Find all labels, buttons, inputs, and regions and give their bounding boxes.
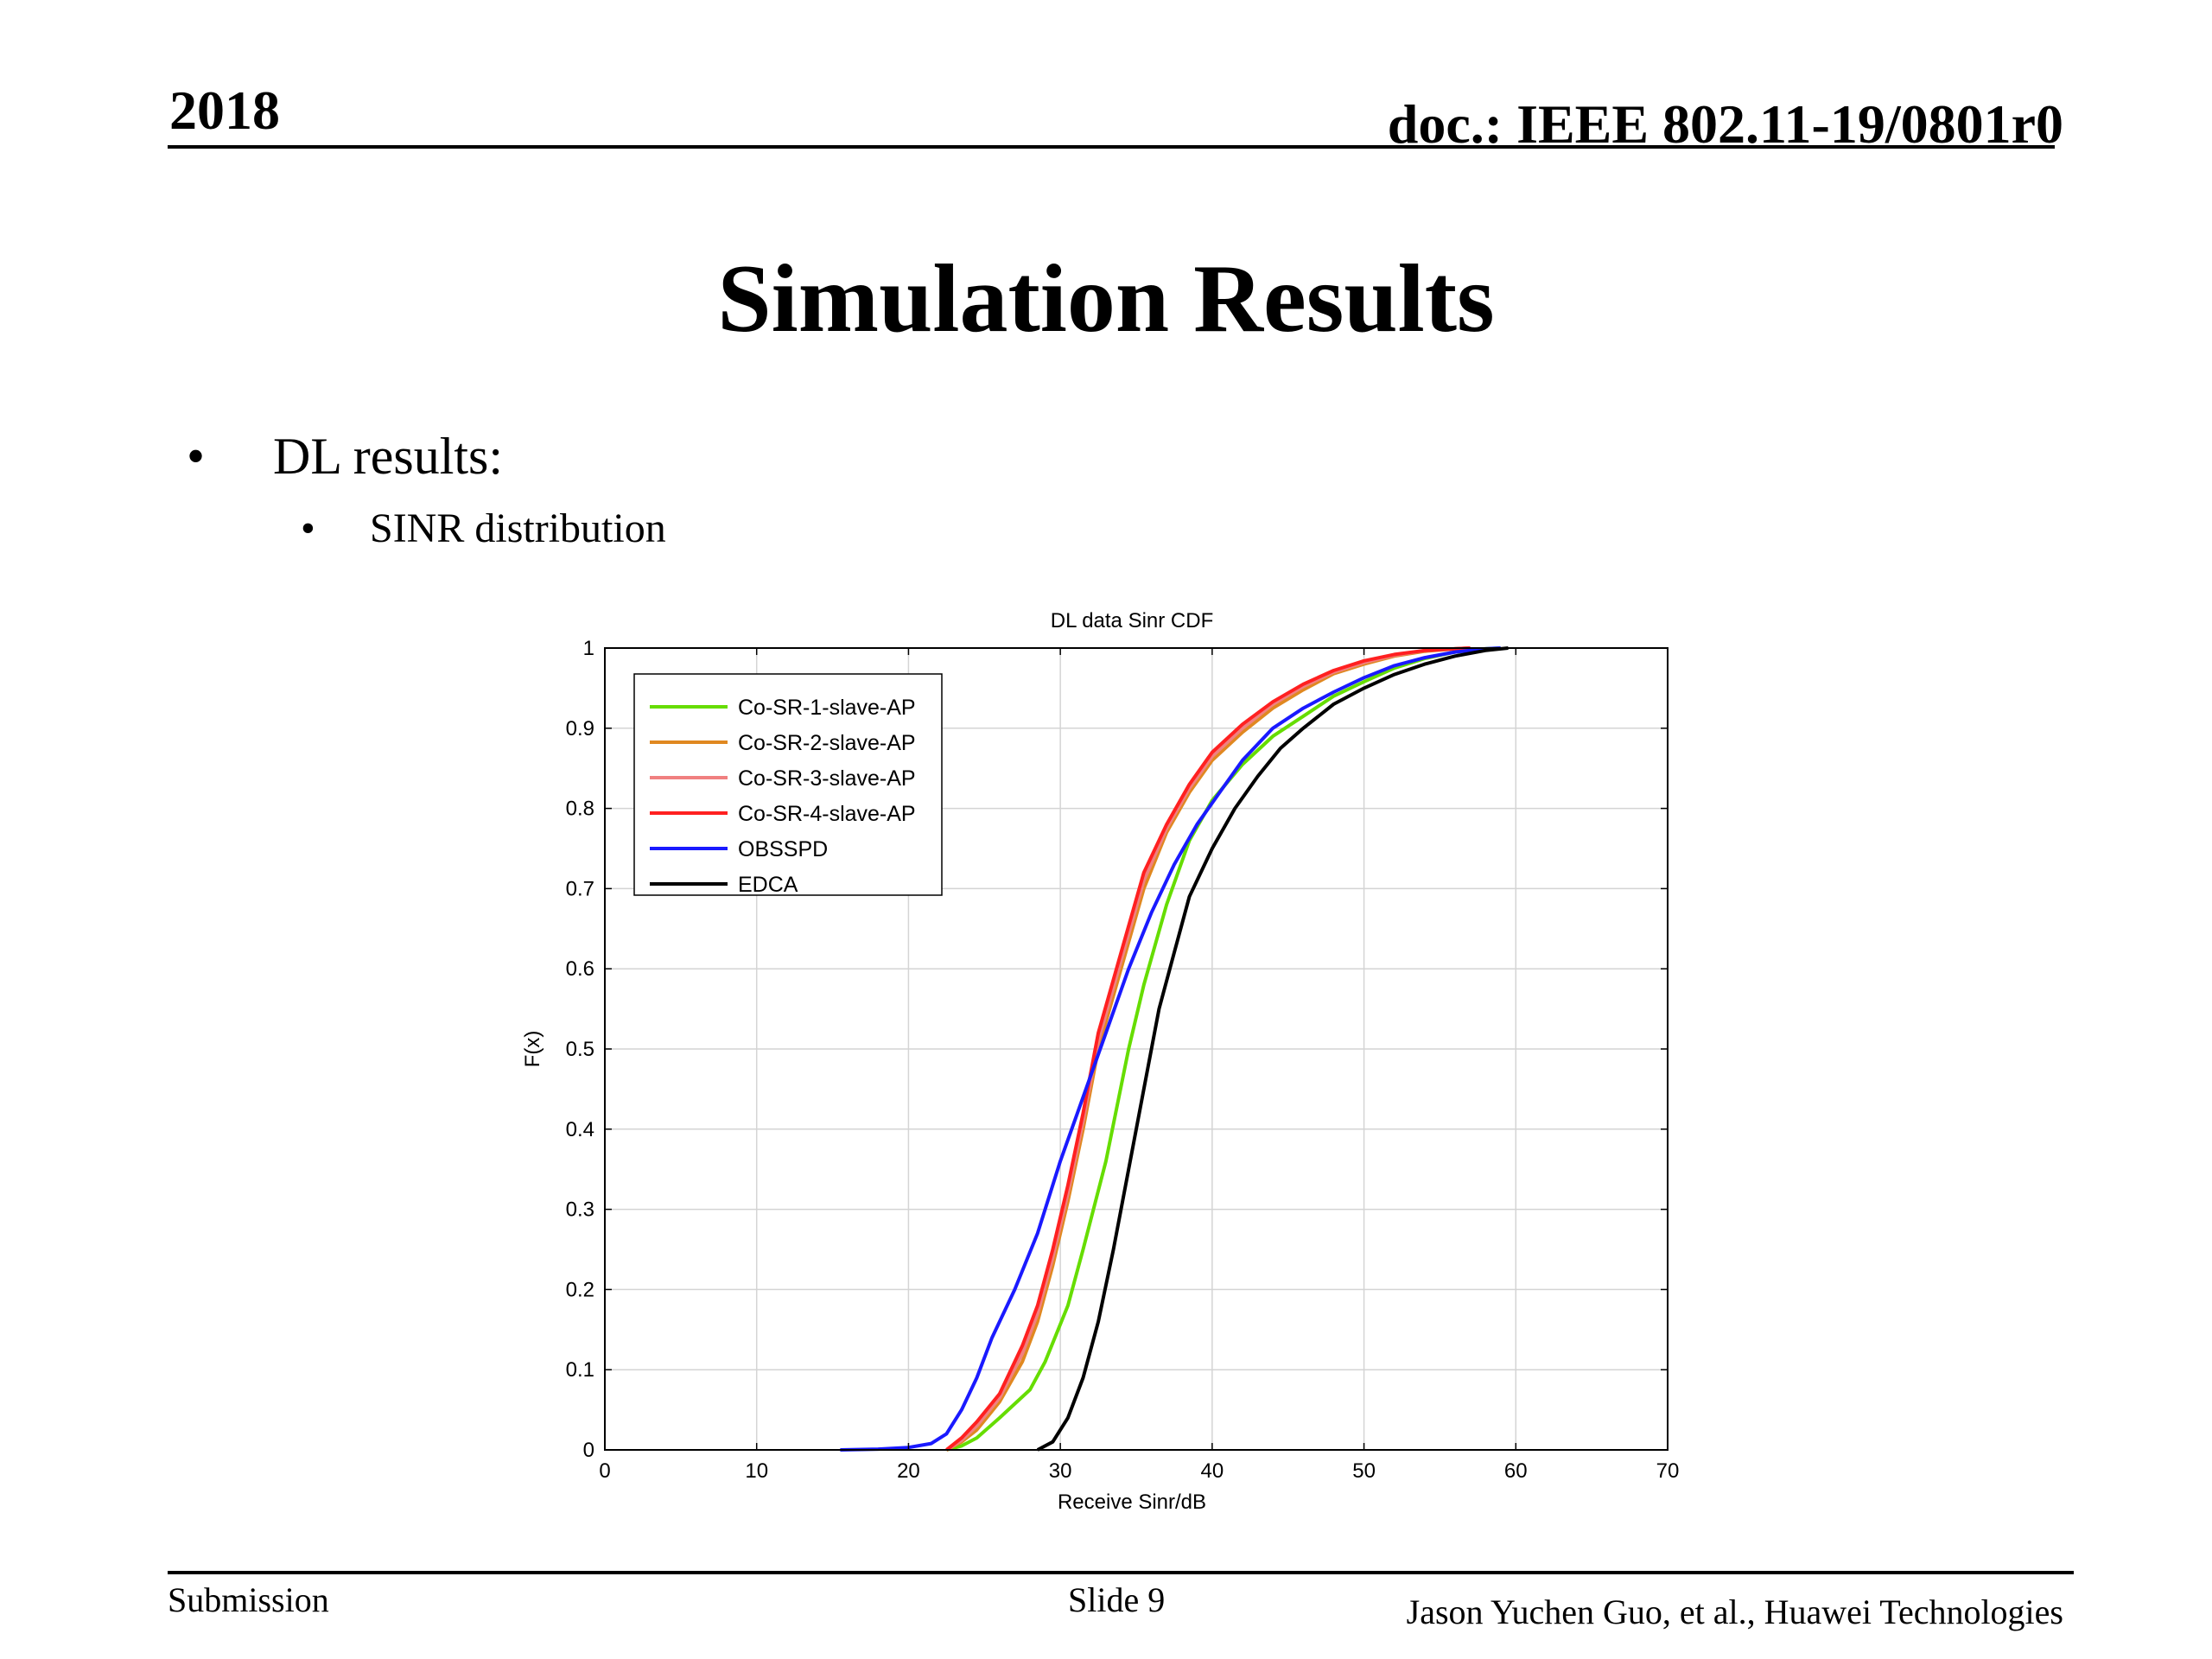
- footer-divider: [168, 1571, 2074, 1574]
- footer-submission: Submission: [168, 1580, 329, 1619]
- y-axis-label: F(x): [521, 1031, 544, 1068]
- sinr-cdf-chart: DL data Sinr CDF 0 10 20 30 40 50 60 7000.10.20…: [521, 609, 1680, 1514]
- legend-entry: Co-SR-2-slave-AP: [738, 731, 916, 755]
- x-tick-label: 70: [1656, 1459, 1680, 1483]
- x-tick-label: 0: [599, 1459, 610, 1483]
- x-tick-label: 10: [745, 1459, 768, 1483]
- header-divider: [168, 145, 2055, 149]
- legend-entry: Co-SR-4-slave-AP: [738, 802, 916, 826]
- legend-box: [633, 673, 943, 896]
- x-tick-label: 20: [897, 1459, 920, 1483]
- series-line-co-sr-1-slave-ap: [945, 646, 1501, 1452]
- series-line-co-sr-4-slave-ap: [945, 646, 1471, 1452]
- x-axis-label: Receive Sinr/dB: [1058, 1491, 1206, 1514]
- y-tick-label: 0.8: [566, 798, 594, 821]
- y-tick-label: 0.5: [566, 1038, 594, 1061]
- series-line-obsspd: [840, 646, 1501, 1452]
- x-tick-label: 40: [1201, 1459, 1224, 1483]
- y-tick-label: 0.1: [566, 1358, 594, 1382]
- chart-series: [840, 646, 1509, 1452]
- y-tick-label: 0.7: [566, 877, 594, 900]
- y-tick-label: 0.4: [566, 1118, 594, 1141]
- chart-legend: Co-SR-1-slave-AP Co-SR-2-slave-AP Co-SR-3-…: [633, 673, 943, 897]
- chart-title: DL data Sinr CDF: [1051, 609, 1214, 632]
- footer-authors: Jason Yuchen Guo, et al., Huawei Technol…: [1406, 1592, 2063, 1631]
- header-year: 2018: [169, 79, 280, 141]
- x-tick-label: 50: [1352, 1459, 1376, 1483]
- bullet-dot-icon: •: [187, 428, 206, 485]
- legend-entry: EDCA: [738, 873, 798, 897]
- legend-entry: Co-SR-3-slave-AP: [738, 766, 916, 791]
- legend-entry: OBSSPD: [738, 837, 828, 861]
- x-tick-label: 30: [1049, 1459, 1072, 1483]
- y-tick-label: 0.6: [566, 957, 594, 981]
- slide-title: Simulation Results: [717, 245, 1495, 353]
- series-line-edca: [1036, 646, 1509, 1452]
- x-tick-label: 60: [1504, 1459, 1528, 1483]
- y-tick-label: 0.9: [566, 717, 594, 741]
- legend-entry: Co-SR-1-slave-AP: [738, 696, 916, 720]
- chart-ticks: 0 10 20 30 40 50 60 70 0 0.1 0.2 0.3 0.4 0.5 0.6 0.7 0.8…: [566, 637, 1680, 1483]
- y-tick-label: 0: [583, 1439, 594, 1462]
- chart-grid: [605, 648, 1668, 1450]
- y-tick-label: 0.2: [566, 1278, 594, 1301]
- header-doc-id: doc.: IEEE 802.11-19/0801r0: [1387, 93, 2063, 155]
- y-tick-label: 0.3: [566, 1198, 594, 1222]
- y-tick-label: 1: [583, 637, 594, 660]
- bullet-dot-icon: •: [301, 505, 315, 551]
- bullet-text: SINR distribution: [370, 505, 666, 551]
- footer-slide-number: Slide 9: [1068, 1580, 1166, 1619]
- bullet-text: DL results:: [273, 428, 504, 485]
